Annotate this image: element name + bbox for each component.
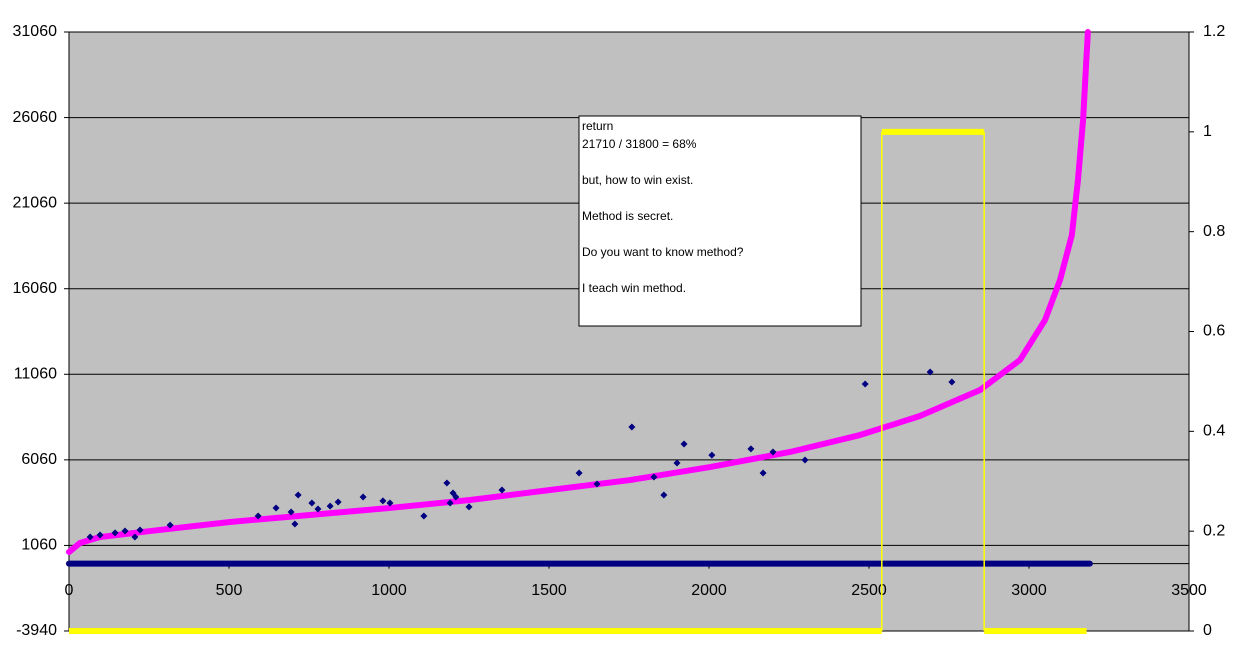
data-point: [593, 480, 601, 488]
data-point: [452, 493, 460, 501]
x-tick-label: 2500: [851, 582, 887, 599]
x-tick-label: 500: [216, 582, 243, 599]
data-point: [420, 512, 428, 520]
annotation-text: 21710 / 31800 = 68%: [582, 137, 697, 151]
data-point: [86, 533, 94, 541]
data-point: [136, 526, 144, 534]
data-point: [314, 505, 322, 513]
step-line: [69, 128, 1087, 634]
y-tick-label: 31060: [13, 23, 58, 40]
y-tick-label: 1060: [21, 537, 57, 554]
data-point: [650, 473, 658, 481]
y2-tick-label: 0: [1203, 622, 1212, 639]
data-point: [498, 486, 506, 494]
data-point: [769, 448, 777, 456]
annotation-text: but, how to win exist.: [582, 173, 693, 187]
data-point: [96, 531, 104, 539]
annotation-text: return: [582, 119, 613, 133]
y2-tick-label: 0.4: [1203, 423, 1225, 440]
data-point: [386, 499, 394, 507]
x-tick-label: 3000: [1011, 582, 1047, 599]
data-point: [926, 368, 934, 376]
data-point: [272, 504, 280, 512]
data-point: [254, 512, 262, 520]
x-tick-label: 3500: [1171, 582, 1207, 599]
y-tick-label: -3940: [16, 622, 57, 639]
data-point: [628, 423, 636, 431]
data-point: [334, 498, 342, 506]
data-point: [291, 520, 299, 528]
x-tick-label: 2000: [691, 582, 727, 599]
data-point: [446, 499, 454, 507]
data-point: [759, 469, 767, 477]
data-point: [121, 527, 129, 535]
data-line: [66, 29, 1091, 556]
data-point: [948, 378, 956, 386]
data-point: [660, 491, 668, 499]
data-point: [359, 493, 367, 501]
data-point: [287, 508, 295, 516]
data-point: [673, 459, 681, 467]
data-point: [861, 380, 869, 388]
data-point: [443, 479, 451, 487]
data-point: [708, 451, 716, 459]
y2-tick-label: 0.2: [1203, 522, 1225, 539]
y-tick-label: 6060: [21, 451, 57, 468]
data-point: [131, 533, 139, 541]
x-tick-label: 1500: [531, 582, 567, 599]
data-point: [680, 440, 688, 448]
data-point: [166, 521, 174, 529]
data-point: [294, 491, 302, 499]
x-tick-label: 0: [65, 582, 74, 599]
data-point: [747, 445, 755, 453]
y-tick-label: 21060: [13, 194, 58, 211]
data-point: [465, 503, 473, 511]
y-tick-label: 16060: [13, 280, 58, 297]
data-point: [111, 529, 119, 537]
data-point: [326, 502, 334, 510]
x-tick-label: 1000: [371, 582, 407, 599]
data-point: [379, 497, 387, 505]
y-tick-label: 11060: [14, 366, 57, 383]
data-point: [308, 499, 316, 507]
annotation-text: Method is secret.: [582, 209, 673, 223]
annotation-text: I teach win method.: [582, 281, 686, 295]
y2-tick-label: 0.6: [1203, 323, 1225, 340]
annotation-box: [578, 115, 862, 327]
y2-tick-label: 0.8: [1203, 223, 1225, 240]
data-point: [801, 456, 809, 464]
y2-tick-label: 1.2: [1203, 23, 1225, 40]
y-tick-label: 26060: [13, 109, 58, 126]
y2-tick-label: 1: [1203, 123, 1212, 140]
annotation-text: Do you want to know method?: [582, 245, 744, 259]
data-point: [575, 469, 583, 477]
